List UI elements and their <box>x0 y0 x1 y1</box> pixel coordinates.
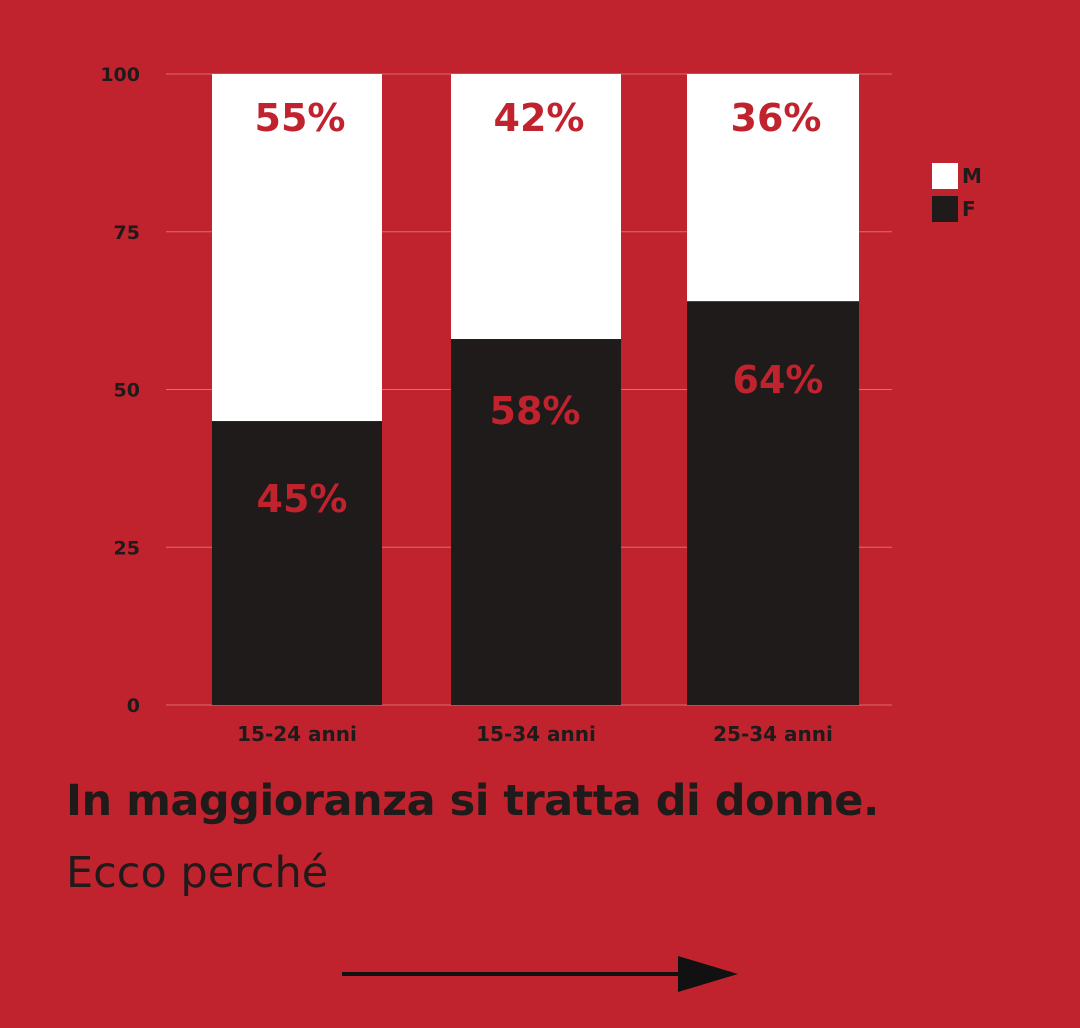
bar-segment-m <box>212 74 382 422</box>
subheadline: Ecco perché <box>66 848 329 898</box>
stacked-bar-chart: 0 25 50 75 100 15-24 anni 15-34 anni 25-34 anni… <box>100 64 982 746</box>
y-tick-label: 75 <box>114 222 140 244</box>
headline: In maggioranza si tratta di donne. <box>66 776 879 826</box>
x-tick-label: 15-34 anni <box>476 722 596 746</box>
bar-segment-f <box>451 339 621 705</box>
data-label-m: 42% <box>494 96 585 140</box>
data-label-f: 64% <box>733 358 824 402</box>
arrow-right-icon[interactable] <box>340 952 740 996</box>
y-tick-label: 25 <box>114 537 140 559</box>
x-tick-label: 15-24 anni <box>237 722 357 746</box>
data-label-m: 36% <box>731 96 822 140</box>
legend-label-f: F <box>962 197 976 221</box>
bar-segment-m <box>451 74 621 340</box>
x-tick-label: 25-34 anni <box>713 722 833 746</box>
legend-swatch-f <box>932 196 958 222</box>
bar-segment-m <box>687 74 859 302</box>
y-tick-label: 100 <box>100 64 140 86</box>
data-label-f: 58% <box>490 389 581 433</box>
y-tick-label: 0 <box>127 695 140 717</box>
data-label-m: 55% <box>255 96 346 140</box>
legend-swatch-m <box>932 163 958 189</box>
bar-segment-f <box>687 301 859 705</box>
y-tick-label: 50 <box>114 380 140 402</box>
legend-label-m: M <box>962 164 982 188</box>
data-label-f: 45% <box>257 477 348 521</box>
bar-segment-f <box>212 421 382 705</box>
